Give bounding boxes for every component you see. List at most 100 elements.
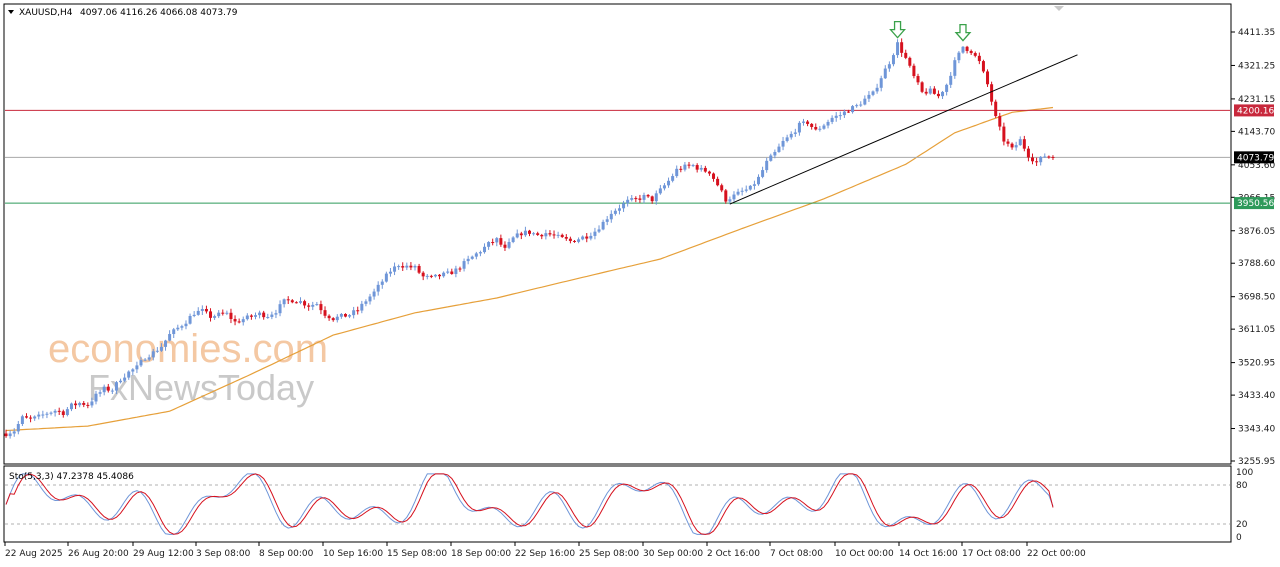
- candle-body: [785, 137, 789, 141]
- candle-body: [1006, 141, 1010, 144]
- moving-average-layer: [5, 106, 1054, 432]
- candle-body: [998, 116, 1002, 127]
- candle-body: [826, 121, 830, 126]
- candle-body: [540, 234, 544, 237]
- price-tick-label: 4053.60: [1238, 161, 1275, 171]
- candle-body: [683, 164, 687, 170]
- time-tick-label: 10 Oct 00:00: [835, 549, 894, 559]
- watermark-economies: economies.com: [48, 327, 328, 371]
- collapse-arrow-icon[interactable]: [8, 10, 14, 14]
- candle-body: [699, 167, 703, 170]
- candle-body: [303, 301, 307, 306]
- candle-body: [221, 312, 225, 314]
- candle-body: [192, 314, 196, 316]
- candle-body: [37, 414, 41, 417]
- candle-body: [274, 313, 278, 315]
- candle-body: [1022, 139, 1026, 149]
- candle-body: [834, 115, 838, 118]
- candle-body: [965, 46, 969, 51]
- candle-body: [981, 61, 985, 72]
- candle-body: [278, 304, 282, 314]
- candle-body: [585, 236, 589, 239]
- candle-body: [74, 403, 78, 406]
- current-price-tag-bg: [1234, 151, 1274, 164]
- candle-body: [597, 229, 601, 232]
- candle-body: [307, 305, 311, 307]
- candle-body: [282, 299, 286, 305]
- candle-body: [867, 94, 871, 99]
- candle-body: [544, 233, 548, 237]
- candle-body: [732, 194, 736, 200]
- candle-body: [736, 191, 740, 195]
- candle-body: [752, 184, 756, 186]
- candle-body: [916, 76, 920, 83]
- stochastic-layer: 100 80 20 0: [5, 468, 1253, 543]
- candle-body: [12, 431, 16, 434]
- candle-body: [593, 231, 597, 236]
- candle-body: [429, 275, 433, 277]
- candle-body: [123, 377, 127, 381]
- candle-body: [159, 346, 163, 351]
- candle-body: [1014, 145, 1018, 148]
- watermark-fxnewstoday: FxNewsToday: [88, 367, 314, 408]
- candle-body: [773, 151, 777, 156]
- candle-body: [523, 230, 527, 236]
- candle-body: [393, 266, 397, 272]
- candle-body: [609, 213, 613, 220]
- candle-body: [319, 304, 323, 311]
- time-tick-label: 7 Oct 08:00: [770, 549, 823, 559]
- candle-body: [740, 190, 744, 192]
- price-axis: 4411.354321.254231.154143.704053.603966.…: [1231, 28, 1275, 467]
- candle-body: [879, 78, 883, 88]
- candle-body: [503, 244, 507, 248]
- candle-body: [859, 104, 863, 106]
- candle-body: [969, 50, 973, 54]
- candle-body: [622, 203, 626, 209]
- candle-body: [82, 402, 86, 405]
- time-tick-label: 17 Oct 08:00: [962, 549, 1021, 559]
- candle-body: [339, 313, 343, 317]
- candle-body: [568, 238, 572, 241]
- candle-body: [801, 121, 805, 123]
- candle-body: [491, 242, 495, 244]
- candle-body: [626, 199, 630, 204]
- candle-body: [507, 242, 511, 248]
- candle-body: [372, 291, 376, 297]
- scroll-marker-icon[interactable]: [1054, 6, 1064, 11]
- candle-body: [548, 233, 552, 235]
- candle-body: [818, 128, 822, 130]
- time-tick-label: 26 Aug 20:00: [68, 549, 129, 559]
- candle-body: [1039, 156, 1043, 163]
- candle-body: [630, 198, 634, 200]
- candle-body: [932, 88, 936, 94]
- resistance-tag-bg: [1234, 104, 1274, 117]
- candle-body: [1018, 139, 1022, 146]
- price-tick-label: 3343.40: [1238, 425, 1275, 435]
- candle-body: [613, 210, 617, 214]
- stoch-k-line: [5, 473, 1054, 535]
- candle-body: [924, 91, 928, 94]
- candle-body: [454, 268, 458, 274]
- trendline: [729, 54, 1078, 205]
- candle-body: [405, 265, 409, 268]
- candle-body: [896, 42, 900, 56]
- candle-body: [605, 219, 609, 222]
- candle-body: [855, 105, 859, 107]
- candle-body: [229, 312, 233, 320]
- candle-body: [703, 167, 707, 172]
- time-axis: 22 Aug 2025 26 Aug 20:00 29 Aug 12:00 3 Sep…: [4, 542, 1086, 559]
- candle-body: [720, 185, 724, 191]
- candle-body: [900, 42, 904, 53]
- time-tick-label: 14 Oct 16:00: [899, 549, 958, 559]
- price-tick-label: 3876.05: [1238, 227, 1275, 237]
- candle-body: [33, 416, 37, 419]
- candle-body: [908, 57, 912, 66]
- candle-body: [442, 272, 446, 277]
- levels-layer: [5, 109, 1230, 204]
- candle-body: [474, 253, 478, 257]
- candle-body: [254, 315, 258, 317]
- price-tick-label: 4411.35: [1238, 28, 1275, 38]
- candle-body: [769, 155, 773, 161]
- time-tick-label: 29 Aug 12:00: [133, 549, 194, 559]
- candle-body: [49, 412, 53, 414]
